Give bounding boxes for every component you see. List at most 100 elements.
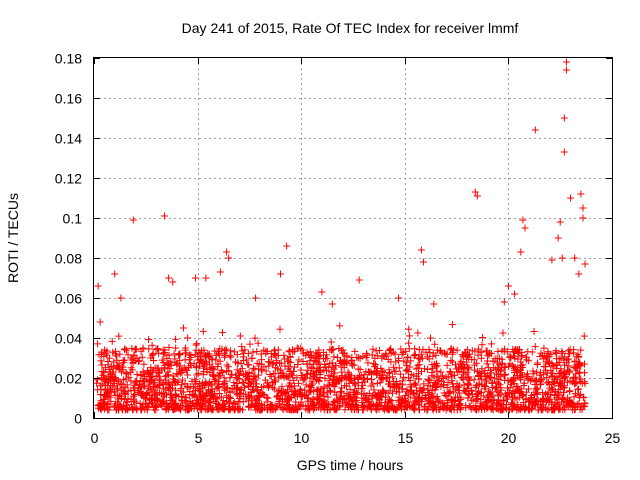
data-point [577, 190, 585, 198]
data-point [215, 372, 223, 380]
data-point [440, 349, 448, 357]
data-point [248, 369, 256, 377]
data-point [284, 401, 292, 409]
data-point [393, 405, 401, 413]
data-point [514, 363, 522, 371]
data-point [397, 345, 405, 353]
data-point [108, 337, 116, 345]
data-point [115, 400, 123, 408]
data-point [256, 400, 264, 408]
data-point [500, 298, 508, 306]
data-point [117, 386, 125, 394]
data-point [508, 393, 516, 401]
data-point [410, 390, 418, 398]
data-point [384, 356, 392, 364]
data-point [442, 406, 450, 414]
data-point [112, 352, 120, 360]
data-point [400, 357, 408, 365]
data-point [362, 395, 370, 403]
data-point [343, 359, 351, 367]
data-point [503, 392, 511, 400]
data-point [570, 374, 578, 382]
data-point [340, 364, 348, 372]
data-point [317, 405, 325, 413]
data-point [109, 348, 117, 356]
data-point [433, 346, 441, 354]
data-point [117, 392, 125, 400]
data-point [249, 364, 257, 372]
data-point [577, 346, 585, 354]
data-point [390, 377, 398, 385]
data-point [360, 375, 368, 383]
data-point [544, 378, 552, 386]
data-point [99, 371, 107, 379]
data-point [178, 397, 186, 405]
data-point [514, 355, 522, 363]
data-point [369, 380, 377, 388]
data-point [548, 400, 556, 408]
data-point [519, 390, 527, 398]
data-point [509, 387, 517, 395]
data-point [395, 354, 403, 362]
data-point [560, 361, 568, 369]
data-point [326, 360, 334, 368]
data-point [347, 372, 355, 380]
data-point [487, 397, 495, 405]
data-point [266, 358, 274, 366]
data-point [576, 368, 584, 376]
data-point [156, 381, 164, 389]
data-point [352, 401, 360, 409]
data-point [424, 365, 432, 373]
data-point [244, 360, 252, 368]
data-point [440, 381, 448, 389]
data-point [162, 406, 170, 414]
data-point [247, 403, 255, 411]
y-tick-label: 0.18 [55, 51, 82, 67]
data-point [563, 356, 571, 364]
data-point [389, 373, 397, 381]
data-point [420, 384, 428, 392]
data-point [197, 347, 205, 355]
data-point [444, 373, 452, 381]
data-point [555, 400, 563, 408]
data-point [286, 353, 294, 361]
data-point [320, 383, 328, 391]
data-point [392, 387, 400, 395]
data-point [356, 366, 364, 374]
data-point [411, 397, 419, 405]
data-point [151, 406, 159, 414]
data-point [299, 349, 307, 357]
data-point [500, 371, 508, 379]
data-point [129, 216, 137, 224]
data-point [145, 336, 153, 344]
data-point [530, 390, 538, 398]
data-point [368, 376, 376, 384]
data-point [437, 368, 445, 376]
data-point [480, 392, 488, 400]
data-point [172, 392, 180, 400]
data-point [414, 401, 422, 409]
data-point [306, 374, 314, 382]
data-point [386, 382, 394, 390]
y-tick-label: 0 [74, 411, 82, 427]
data-point [104, 379, 112, 387]
data-point [507, 399, 515, 407]
data-point [194, 382, 202, 390]
data-point [507, 377, 515, 385]
data-point [380, 352, 388, 360]
data-point [215, 402, 223, 410]
data-point [464, 379, 472, 387]
data-point [258, 367, 266, 375]
data-point [559, 349, 567, 357]
data-point [543, 391, 551, 399]
data-point [183, 366, 191, 374]
data-point [404, 398, 412, 406]
data-point [132, 399, 140, 407]
data-point [337, 346, 345, 354]
data-point [433, 393, 441, 401]
data-point [468, 347, 476, 355]
data-point [319, 388, 327, 396]
data-point [216, 345, 224, 353]
data-point [510, 365, 518, 373]
data-point [275, 386, 283, 394]
